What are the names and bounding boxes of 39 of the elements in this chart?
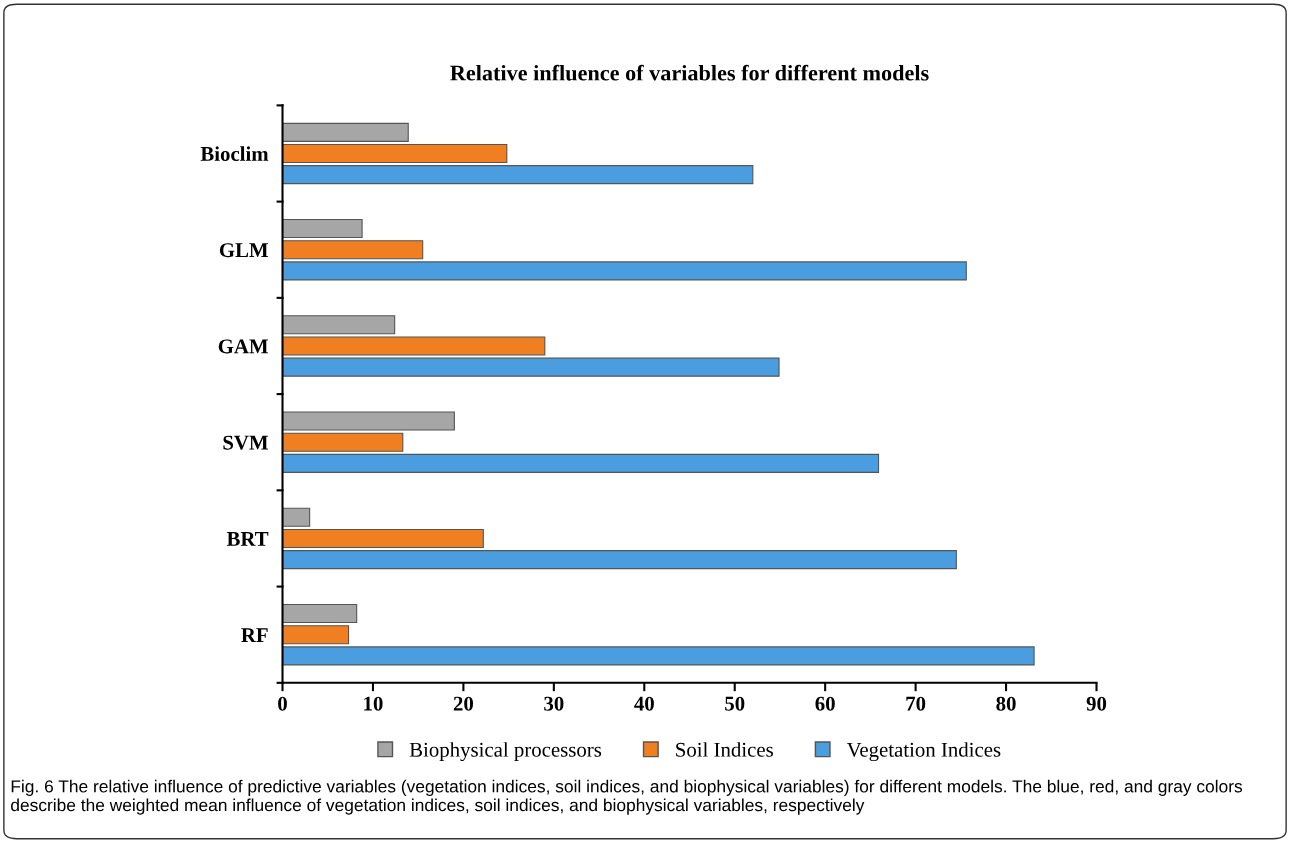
y-tick-label: GLM	[219, 243, 269, 258]
bar	[282, 411, 455, 431]
x-tick-label: 70	[906, 696, 926, 711]
caption: Fig. 6 The relative influence of predictive variables (vegetation indices, soil indices, and biophysical variables) for different models. The blue, red, and gray colors describe the weighted mean influence of vegetation indices, soil indices, and biophysical variables, respectively	[11, 779, 1243, 815]
chart-title: Relative influence of variables for different models	[450, 64, 929, 81]
bar	[282, 625, 350, 645]
bar	[282, 315, 396, 335]
legend-label: Vegetation Indices	[846, 742, 1001, 762]
x-tick-label: 90	[1086, 696, 1107, 711]
bar	[282, 646, 1035, 666]
bar	[282, 550, 957, 570]
y-tick-label: RF	[241, 628, 268, 642]
x-tick-label: 20	[453, 696, 474, 711]
bar	[282, 357, 780, 377]
bar	[282, 603, 358, 624]
legend-label: Soil Indices	[676, 742, 773, 757]
bar	[282, 507, 311, 527]
x-tick-label: 40	[634, 696, 654, 711]
x-tick-label: 30	[544, 696, 564, 711]
y-tick-label: Bioclim	[200, 146, 269, 161]
x-tick-label: 50	[725, 696, 745, 711]
bar	[282, 240, 424, 260]
y-tick-label: SVM	[223, 435, 269, 450]
y-tick-label: GAM	[218, 339, 269, 354]
x-tick-label: 0	[278, 696, 287, 711]
bar	[282, 261, 967, 281]
legend-label: Biophysical processors	[409, 742, 602, 762]
x-tick-label: 10	[364, 696, 383, 711]
bar	[282, 453, 880, 473]
bar	[282, 219, 363, 239]
bar	[282, 336, 546, 356]
bar	[282, 165, 754, 185]
bar	[282, 432, 404, 452]
y-tick-label: BRT	[226, 532, 269, 546]
bar	[282, 143, 508, 164]
bar	[282, 528, 484, 549]
x-tick-label: 80	[996, 696, 1016, 711]
x-tick-label: 60	[815, 696, 835, 711]
bar	[282, 122, 409, 142]
